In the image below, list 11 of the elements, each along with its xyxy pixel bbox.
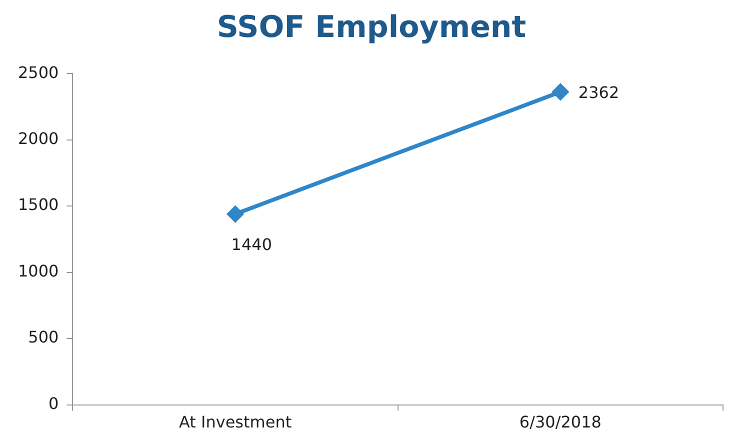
y-tick-label: 2500	[18, 62, 59, 82]
y-tick-label: 500	[28, 328, 59, 347]
chart-title: SSOF Employment	[216, 10, 528, 45]
y-tick-label: 1500	[18, 195, 59, 214]
y-tick-label: 0	[48, 394, 59, 413]
x-tick-label: 6/30/2018	[519, 412, 602, 432]
y-tick-label: 2000	[18, 128, 59, 148]
data-label: 1440	[231, 235, 272, 254]
x-tick-label: At Investment	[178, 412, 292, 432]
data-label: 2362	[578, 83, 620, 102]
y-tick-label: 1000	[18, 261, 59, 280]
